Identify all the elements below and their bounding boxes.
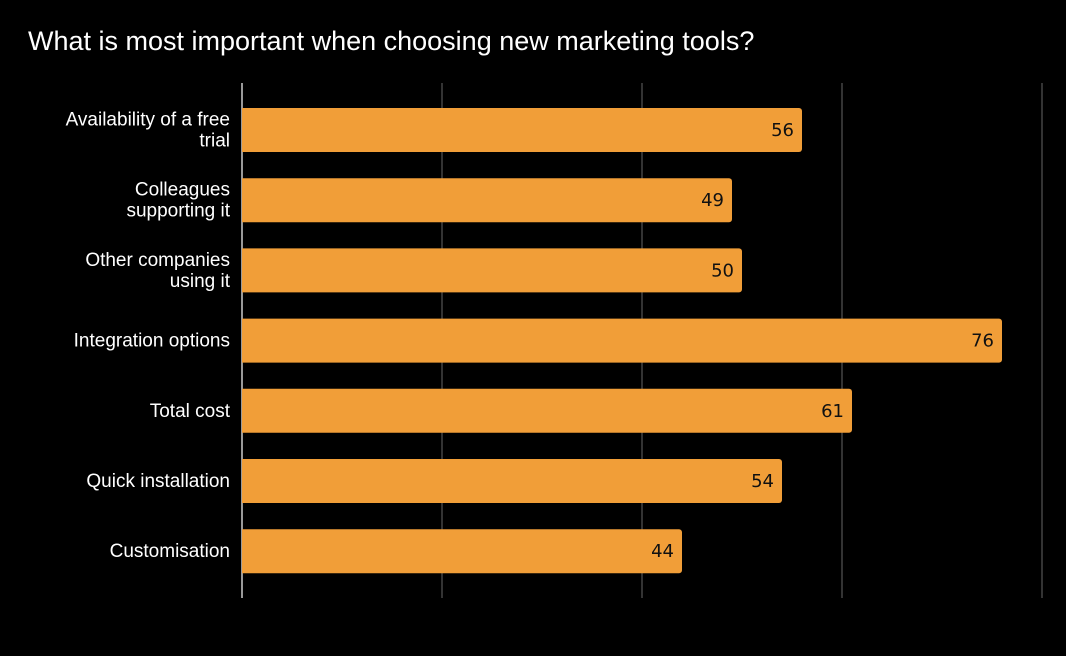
category-label: Total cost xyxy=(150,401,231,422)
bar xyxy=(242,318,1002,363)
category-label: using it xyxy=(170,271,231,292)
category-label: trial xyxy=(199,131,230,152)
category-label: supporting it xyxy=(126,201,230,222)
category-label: Integration options xyxy=(74,331,230,352)
category-label: Other companies xyxy=(85,250,230,271)
data-label: 54 xyxy=(751,471,774,492)
bar xyxy=(242,178,732,223)
bar xyxy=(242,388,852,433)
data-label: 49 xyxy=(701,190,724,211)
data-label: 76 xyxy=(971,331,994,352)
bar xyxy=(242,108,802,152)
data-label: 61 xyxy=(821,401,844,422)
data-label: 44 xyxy=(651,541,674,562)
bar xyxy=(242,529,682,574)
category-label: Customisation xyxy=(110,541,230,562)
category-label: Quick installation xyxy=(86,471,230,492)
data-label: 50 xyxy=(711,260,734,281)
data-label: 56 xyxy=(771,120,794,141)
bar xyxy=(242,248,742,293)
bar xyxy=(242,459,782,503)
chart-title: What is most important when choosing new… xyxy=(28,26,755,56)
category-label: Colleagues xyxy=(135,180,230,201)
category-label: Availability of a free xyxy=(66,110,230,131)
